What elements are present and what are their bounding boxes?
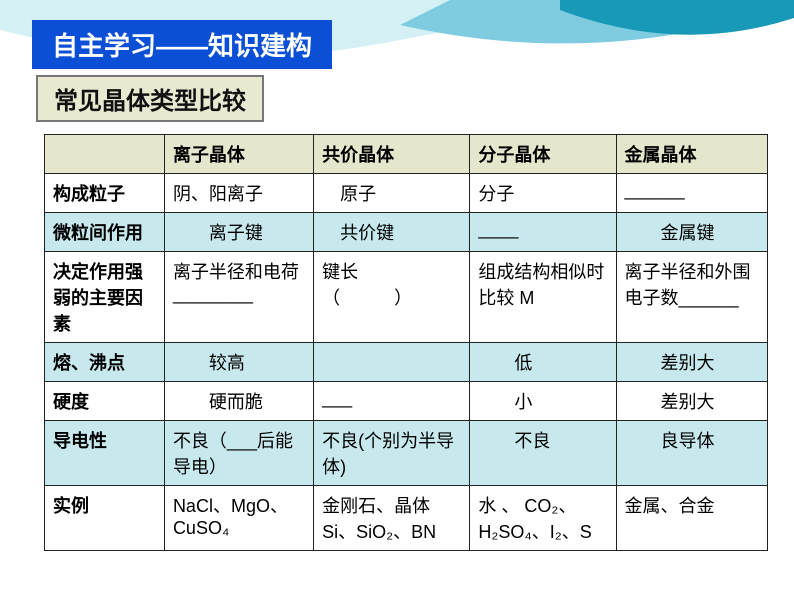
table-row: 硬度 硬而脆___ 小 差别大 bbox=[45, 382, 768, 421]
table-cell: 较高 bbox=[164, 343, 313, 382]
col-header-metallic: 金属晶体 bbox=[616, 135, 767, 174]
col-header-covalent: 共价晶体 bbox=[314, 135, 470, 174]
comparison-table: 离子晶体 共价晶体 分子晶体 金属晶体 构成粒子阴、阳离子 原子分子______… bbox=[44, 134, 768, 551]
row-label: 熔、沸点 bbox=[45, 343, 165, 382]
row-label: 导电性 bbox=[45, 421, 165, 486]
table-cell: 共价键 bbox=[314, 213, 470, 252]
table-cell: 离子半径和外围电子数______ bbox=[616, 252, 767, 343]
table-cell: ___ bbox=[314, 382, 470, 421]
table-cell: 小 bbox=[470, 382, 616, 421]
table-row: 构成粒子阴、阳离子 原子分子______ bbox=[45, 174, 768, 213]
table-row: 熔、沸点 较高 低 差别大 bbox=[45, 343, 768, 382]
table-cell: 水 、 CO₂、H₂SO₄、I₂、S bbox=[470, 486, 616, 551]
table-cell: 原子 bbox=[314, 174, 470, 213]
table-cell: 阴、阳离子 bbox=[164, 174, 313, 213]
table-cell: 组成结构相似时比较 M bbox=[470, 252, 616, 343]
row-label: 硬度 bbox=[45, 382, 165, 421]
table-cell: 金属键 bbox=[616, 213, 767, 252]
table-cell: 不良 bbox=[470, 421, 616, 486]
table-header-row: 离子晶体 共价晶体 分子晶体 金属晶体 bbox=[45, 135, 768, 174]
table-cell: 低 bbox=[470, 343, 616, 382]
row-label: 决定作用强弱的主要因素 bbox=[45, 252, 165, 343]
col-header-molecular: 分子晶体 bbox=[470, 135, 616, 174]
page-subtitle: 常见晶体类型比较 bbox=[36, 75, 264, 122]
table-cell: 差别大 bbox=[616, 382, 767, 421]
table-cell: ____ bbox=[470, 213, 616, 252]
table-cell: 差别大 bbox=[616, 343, 767, 382]
table-cell: 不良(个别为半导体) bbox=[314, 421, 470, 486]
table-cell: NaCl、MgO、CuSO₄ bbox=[164, 486, 313, 551]
table-cell: ______ bbox=[616, 174, 767, 213]
table-cell: 金属、合金 bbox=[616, 486, 767, 551]
table-row: 微粒间作用 离子键 共价键____ 金属键 bbox=[45, 213, 768, 252]
row-label: 微粒间作用 bbox=[45, 213, 165, 252]
table-row: 决定作用强弱的主要因素离子半径和电荷________键长 （ ）组成结构相似时比… bbox=[45, 252, 768, 343]
table-cell: 离子半径和电荷________ bbox=[164, 252, 313, 343]
table-cell: 键长 （ ） bbox=[314, 252, 470, 343]
col-header-ionic: 离子晶体 bbox=[164, 135, 313, 174]
table-cell: 良导体 bbox=[616, 421, 767, 486]
table-cell: 离子键 bbox=[164, 213, 313, 252]
table-cell: 不良（___后能导电） bbox=[164, 421, 313, 486]
table-cell: 分子 bbox=[470, 174, 616, 213]
row-label: 构成粒子 bbox=[45, 174, 165, 213]
row-label: 实例 bbox=[45, 486, 165, 551]
table-cell bbox=[314, 343, 470, 382]
table-row: 导电性不良（___后能导电）不良(个别为半导体) 不良 良导体 bbox=[45, 421, 768, 486]
col-header-blank bbox=[45, 135, 165, 174]
table-cell: 金刚石、晶体Si、SiO₂、BN bbox=[314, 486, 470, 551]
page-title: 自主学习——知识建构 bbox=[32, 20, 332, 69]
table-row: 实例NaCl、MgO、CuSO₄金刚石、晶体Si、SiO₂、BN水 、 CO₂、… bbox=[45, 486, 768, 551]
table-cell: 硬而脆 bbox=[164, 382, 313, 421]
